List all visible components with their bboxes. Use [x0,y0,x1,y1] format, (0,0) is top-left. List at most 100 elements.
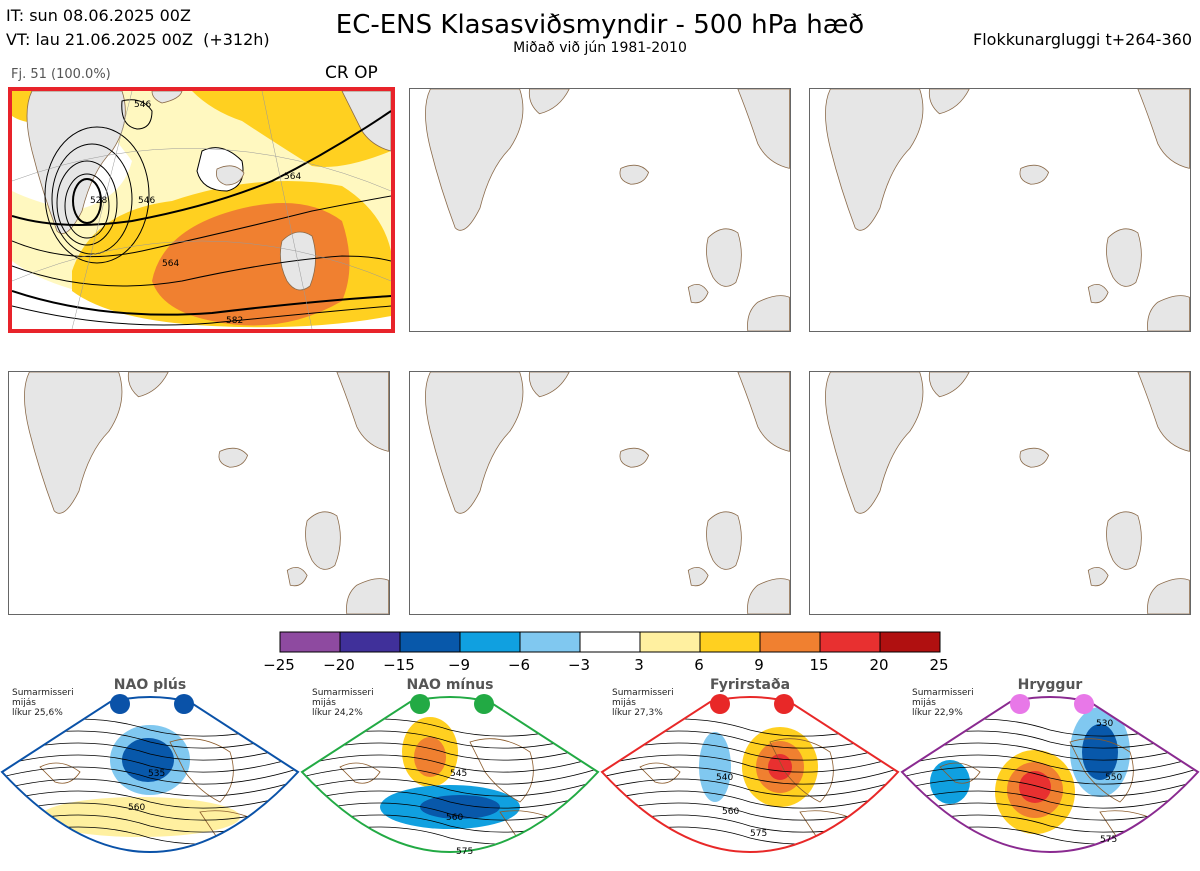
valid-time: VT: lau 21.06.2025 00Z (+312h) [6,30,270,49]
regime-indicator-dot [474,694,494,714]
colorbar-tick-label: 25 [929,656,949,674]
colorbar-tick-label: 9 [754,656,764,674]
issue-time: IT: sun 08.06.2025 00Z [6,6,191,25]
cluster-map-1[interactable]: 546 528 546 564 564 582 [8,87,395,333]
regime-frame [900,696,1200,853]
regime-panel-nao-minus[interactable]: 545 560 575 NAO mínus Sumarmisseri mijás l… [300,672,600,871]
cluster-map-5[interactable] [409,371,791,615]
height-contour [302,752,598,773]
land-mass [737,372,790,452]
height-contour [902,788,1198,809]
height-contour [2,776,298,797]
regime-panel-nao-plus[interactable]: 535 560 NAO plús Sumarmisseri mijás líkur… [0,672,300,871]
regime-indicator-dot [110,694,130,714]
regime-frame [300,696,600,853]
height-contour [902,776,1198,797]
colorbar-swatch [879,631,941,653]
height-contour [902,764,1198,785]
land-mass [737,89,790,169]
page-subtitle: Miðað við jún 1981-2010 [513,40,687,56]
regime-frame [0,696,300,853]
land-mass [425,372,524,514]
colorbar-swatch [519,631,581,653]
regime-map: 535 560 [0,694,300,853]
land-mass [1106,511,1142,570]
base-map [24,372,389,614]
land-mass [1147,295,1190,331]
land-mass [928,372,970,398]
regime-frame [600,696,900,853]
land-mass [127,372,169,398]
land-mass [687,566,709,587]
land-mass [825,372,924,514]
land-mass [528,89,570,115]
land-mass [286,566,308,587]
colorbar-tick-label: −3 [567,656,591,674]
height-contour [302,776,598,797]
regime-title: NAO mínus [406,677,494,693]
regime-map: 540 560 575 [600,694,900,853]
anomaly-colorbar [279,631,941,653]
contour-label: 575 [456,847,473,857]
height-contour [2,764,298,785]
anomaly-area [420,795,500,819]
colorbar-swatch [399,631,461,653]
colorbar-swatch [819,631,881,653]
height-contour [602,752,898,773]
colorbar-swatch [699,631,761,653]
regime-indicator-dot [174,694,194,714]
colorbar-labels: −25 −20 −15 −9 −6 −3 3 6 9 15 20 25 [259,656,959,676]
contour-label: 575 [750,829,767,839]
page-title: EC-ENS Klasasviðsmyndir - 500 hPa hæð [335,10,865,40]
land-mass [1137,372,1190,452]
height-contour [902,752,1198,773]
land-mass [336,372,389,452]
contour-label: 564 [284,172,301,182]
regime-map: 545 560 575 [300,694,600,857]
land-mass [747,578,790,614]
cluster-map-3[interactable] [809,88,1191,332]
cluster-map-4[interactable] [8,371,390,615]
land-mass [24,372,123,514]
cluster-map-2[interactable] [409,88,791,332]
regime-note: Sumarmisseri mijás líkur 27,3% [612,688,674,718]
regime-panel-ridge[interactable]: 530 550 575 Hryggur Sumarmisseri mijás lík… [900,672,1200,871]
land-mass [706,511,742,570]
land-mass [1019,447,1050,468]
regime-panel-blocking[interactable]: 540 560 575 Fyrirstaða Sumarmisseri mijás … [600,672,900,871]
regime-indicator-dot [774,694,794,714]
classification-window: Flokkunargluggi t+264-360 [973,30,1192,49]
colorbar-tick-label: 15 [809,656,829,674]
land-mass [1087,283,1109,304]
contour-label: 530 [1096,719,1113,729]
colorbar-swatch [459,631,521,653]
land-mass [747,295,790,331]
land-mass [619,164,650,185]
land-mass [1106,228,1142,287]
colorbar-swatch [639,631,701,653]
cluster-map-6[interactable] [809,371,1191,615]
land-mass [706,228,742,287]
land-mass [825,89,924,231]
land-mass [928,89,970,115]
colorbar-tick-label: −15 [383,656,415,674]
colorbar-tick-label: −20 [323,656,355,674]
base-map [825,372,1190,614]
colorbar-swatch [579,631,641,653]
contour-label: 564 [162,259,179,269]
anomaly-area [930,760,970,804]
colorbar-tick-label: 20 [869,656,889,674]
regime-note: Sumarmisseri mijás líkur 24,2% [312,688,374,718]
land-mass [687,283,709,304]
regime-title: Hryggur [1017,677,1083,693]
land-mass [305,511,341,570]
anomaly-area [1082,724,1118,780]
contour-label: 575 [1100,835,1117,845]
height-contour [302,788,598,809]
land-mass [1087,566,1109,587]
colorbar-tick-label: 3 [634,656,644,674]
base-map [825,89,1190,331]
contour-label: 582 [226,316,243,326]
height-contour [2,752,298,773]
regime-indicator-dot [1074,694,1094,714]
